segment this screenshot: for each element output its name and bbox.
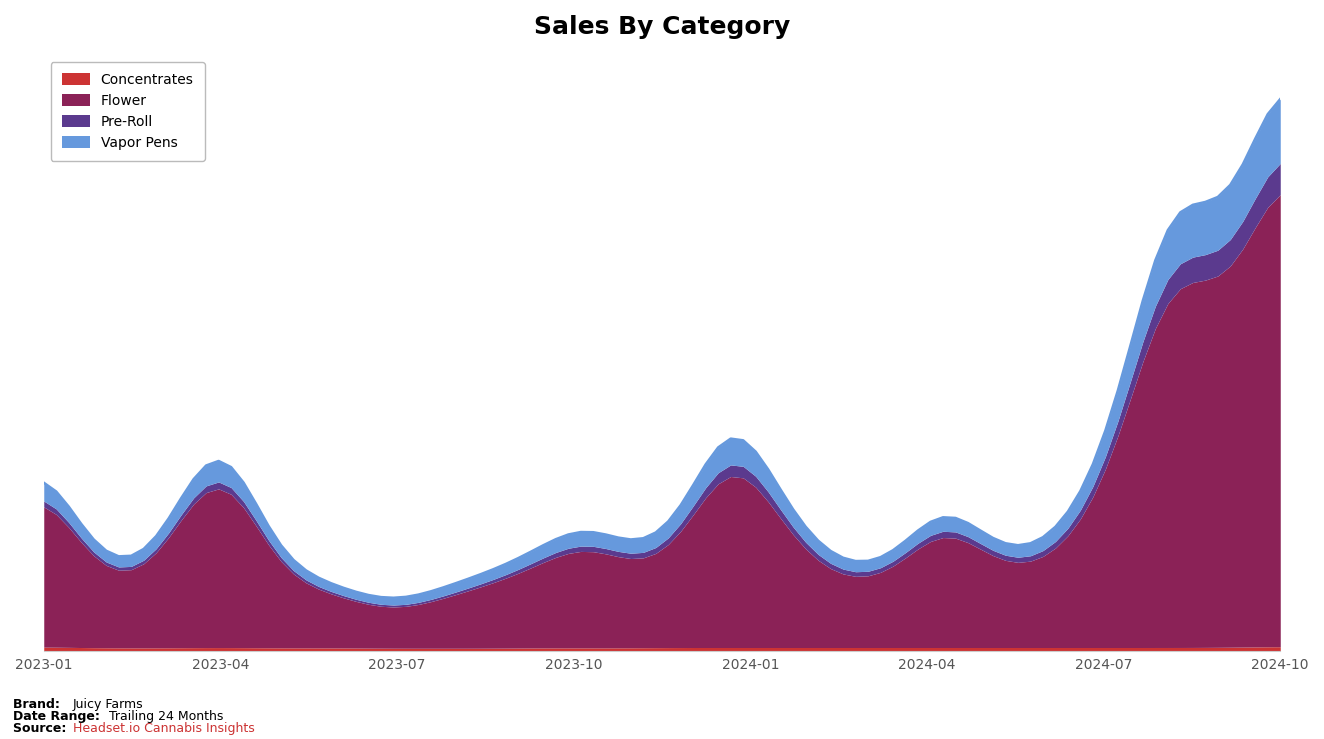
Title: Sales By Category: Sales By Category [534,15,790,39]
Text: Brand:: Brand: [13,698,65,711]
Text: Juicy Farms: Juicy Farms [73,698,143,711]
Text: Date Range:: Date Range: [13,709,105,723]
Text: Headset.io Cannabis Insights: Headset.io Cannabis Insights [73,721,254,735]
Text: Trailing 24 Months: Trailing 24 Months [109,709,222,723]
Legend: Concentrates, Flower, Pre-Roll, Vapor Pens: Concentrates, Flower, Pre-Roll, Vapor Pe… [50,62,205,161]
Text: Source:: Source: [13,721,71,735]
